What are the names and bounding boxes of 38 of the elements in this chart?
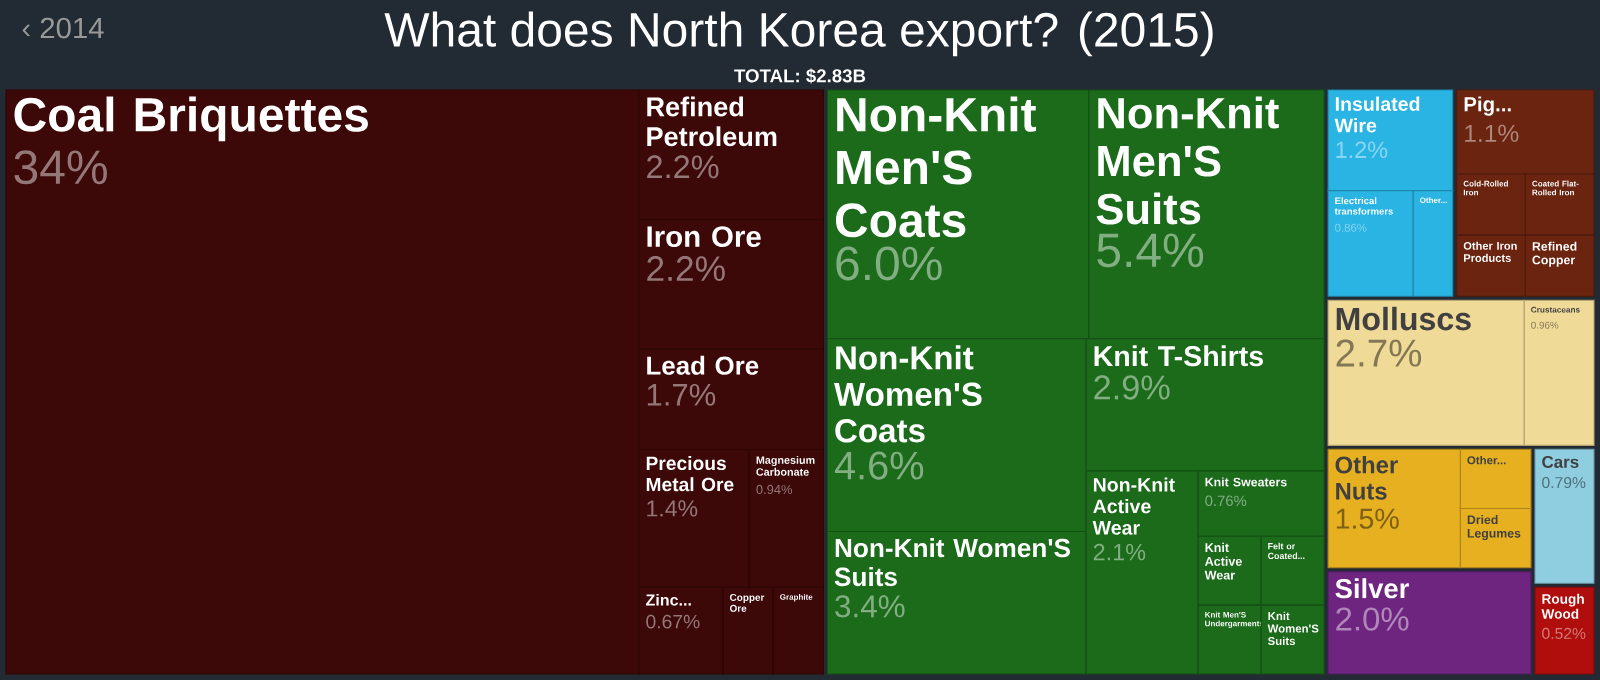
- category-label: Non-Knit Men'S Suits: [1096, 96, 1279, 225]
- data-label: 2.2%: [647, 155, 719, 179]
- text: What does North Korea export? (2015): [384, 11, 1213, 57]
- data-label: 2.0%: [1336, 607, 1409, 631]
- data-label: 1.5%: [1336, 508, 1399, 529]
- data-label: 34%: [14, 150, 107, 185]
- data-label: 5.4%: [1097, 233, 1204, 268]
- category-label: Zinc...: [645, 593, 691, 606]
- category-label: Lead Ore: [647, 355, 759, 375]
- category-label: Molluscs: [1336, 306, 1471, 331]
- category-label: Refined Petroleum: [647, 96, 777, 147]
- data-label: 4.6%: [834, 451, 924, 480]
- data-label: 1.7%: [647, 383, 716, 406]
- category-label: Coal Briquettes: [14, 96, 368, 142]
- category-label: Pig...: [1464, 96, 1511, 116]
- data-label: 1.1%: [1465, 124, 1519, 142]
- category-label: Insulated Wire: [1334, 96, 1420, 133]
- category-label: Non-Knit Women'S Coats: [834, 345, 982, 443]
- text: TOTAL: $2.83B: [734, 68, 866, 84]
- data-label: 2.7%: [1336, 339, 1422, 367]
- category-label: Other Nuts: [1335, 455, 1398, 500]
- data-label: 1.4%: [647, 500, 698, 517]
- data-label: 2.9%: [1094, 375, 1170, 400]
- category-label: Silver: [1335, 578, 1409, 599]
- data-label: 1.2%: [1336, 141, 1388, 159]
- text: ‹ 2014: [22, 17, 104, 39]
- category-label: Non-Knit Men'S Coats: [835, 96, 1036, 238]
- category-label: Iron Ore: [647, 226, 761, 248]
- category-label: Knit T-Shirts: [1094, 345, 1264, 367]
- category-label: Non-Knit Women'S Suits: [834, 538, 1071, 587]
- category-label: Cars: [1542, 455, 1579, 468]
- data-label: 3.4%: [835, 595, 905, 618]
- data-label: 2.2%: [647, 256, 725, 281]
- data-label: 6.0%: [836, 246, 942, 281]
- category-label: Non-Knit Active Wear: [1092, 477, 1175, 535]
- data-label: 0.67%: [646, 614, 700, 629]
- category-label: Precious Metal Ore: [646, 456, 734, 492]
- data-label: 2.1%: [1093, 543, 1146, 561]
